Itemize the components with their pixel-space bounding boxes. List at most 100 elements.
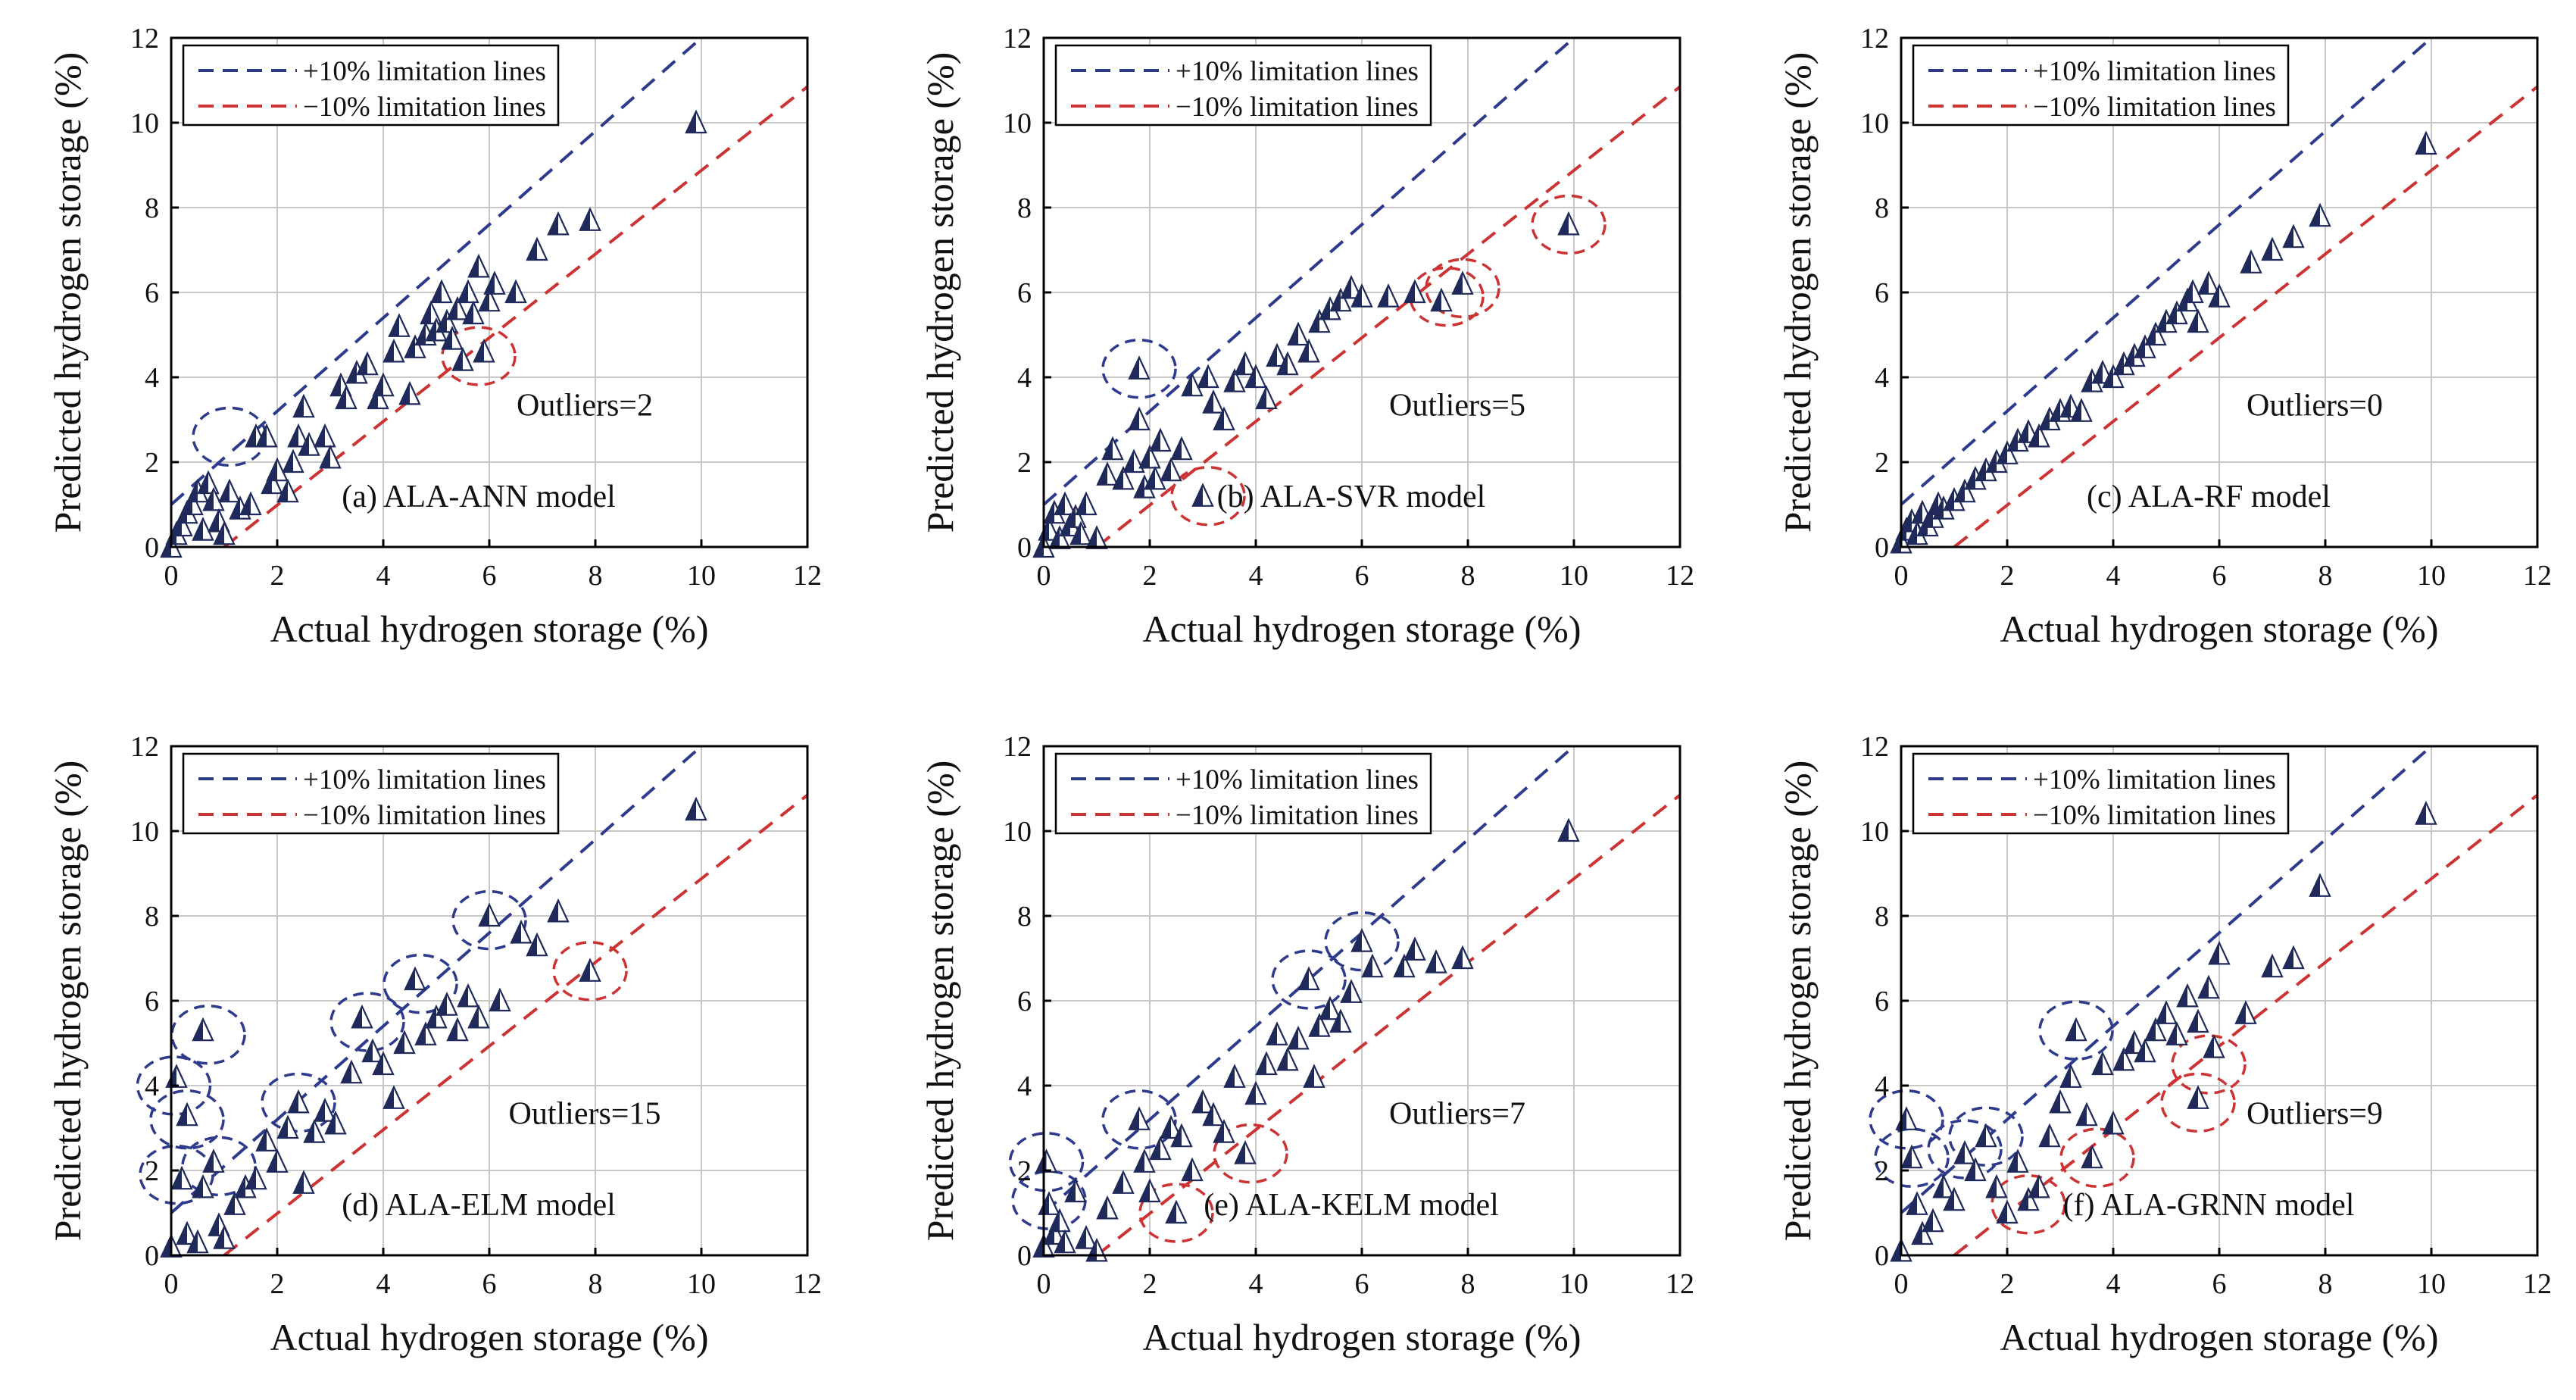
data-point (192, 1173, 214, 1198)
data-point-fill (1135, 476, 1144, 498)
data-point-fill (448, 1019, 457, 1041)
outlier-circle (181, 1136, 257, 1197)
x-tick-label: 8 (589, 560, 603, 592)
data-point-fill (2077, 1104, 2087, 1126)
data-point (282, 448, 304, 473)
data-point-fill (257, 1129, 267, 1151)
data-point-fill (1352, 930, 1362, 952)
data-point-fill (1050, 527, 1060, 548)
data-point (1096, 1195, 1119, 1220)
data-point-fill (1432, 289, 1441, 311)
data-point (1181, 372, 1204, 397)
x-tick-label: 4 (1249, 1268, 1263, 1300)
data-point-fill (1124, 451, 1134, 472)
y-tick-label: 2 (1875, 1155, 1889, 1187)
data-point-fill (384, 1086, 394, 1108)
data-point-fill (1145, 467, 1155, 489)
data-point (1128, 355, 1151, 380)
data-point-fill (1405, 281, 1415, 302)
data-point-fill (469, 1006, 479, 1028)
outlier-circle (382, 953, 458, 1014)
data-point (2059, 1064, 2082, 1088)
data-point-fill (1034, 1235, 1044, 1257)
y-tick-label: 2 (1875, 447, 1889, 479)
data-point-fill (2416, 802, 2426, 824)
data-point-fill (421, 302, 431, 323)
data-point (351, 1004, 373, 1029)
data-point (393, 1030, 416, 1055)
data-point-fill (2061, 395, 2071, 417)
outlier-circle (1874, 1127, 1950, 1188)
lower-limit-line (1953, 85, 2537, 547)
data-point (1308, 1013, 1331, 1037)
data-point (1953, 1140, 1976, 1164)
outlier-circle (2038, 1000, 2114, 1061)
data-point (1900, 1144, 1923, 1169)
data-point-fill (1902, 1146, 1912, 1168)
data-point (2197, 270, 2220, 295)
data-point (218, 478, 241, 503)
data-point (457, 983, 479, 1008)
data-point-fill (2310, 874, 2320, 896)
data-point-fill (1299, 340, 1309, 362)
data-point (239, 491, 262, 516)
outlier-circle (1324, 911, 1400, 972)
y-tick-label: 12 (1003, 23, 1032, 55)
data-point (1085, 525, 1108, 549)
outlier-circle (139, 1144, 214, 1205)
x-tick-label: 10 (1560, 1268, 1588, 1300)
data-point-fill (432, 281, 442, 302)
data-point (202, 1148, 225, 1173)
data-point (2091, 1051, 2114, 1076)
data-point-fill (1103, 438, 1113, 460)
outlier-circle (1101, 1089, 1177, 1150)
data-point (1128, 1106, 1151, 1130)
outliers-annotation: Outliers=15 (509, 1096, 661, 1131)
upper-limit-line (171, 746, 703, 1214)
data-point (1149, 1136, 1172, 1161)
data-point (462, 300, 485, 325)
data-point-fill (1394, 955, 1404, 977)
data-point-fill (1559, 213, 1569, 235)
y-tick-label: 12 (1860, 731, 1889, 763)
y-tick-label: 4 (1017, 362, 1032, 394)
outlier-circle (1531, 194, 1606, 255)
data-point-fill (1204, 391, 1213, 413)
data-point (2415, 801, 2437, 825)
data-point (2309, 202, 2331, 227)
data-point (2123, 1030, 2146, 1055)
data-point (2309, 873, 2331, 897)
x-tick-label: 0 (164, 560, 179, 592)
data-point (181, 491, 204, 516)
y-tick-label: 6 (1875, 277, 1889, 309)
x-tick-label: 2 (2000, 1268, 2015, 1300)
data-point-fill (1225, 370, 1235, 392)
data-point (1996, 1199, 2019, 1224)
data-point (1048, 525, 1071, 549)
data-point-fill (474, 340, 484, 362)
data-point (213, 520, 236, 545)
legend-lower-label: −10% limitation lines (303, 92, 546, 123)
y-tick-label: 10 (130, 816, 159, 848)
data-point (1430, 287, 1453, 312)
outlier-circle (1869, 1089, 1944, 1150)
legend-box (1054, 44, 1432, 127)
data-point (1287, 321, 1310, 346)
data-point (1191, 483, 1214, 507)
x-tick-label: 2 (270, 560, 285, 592)
outlier-circle (1138, 1183, 1214, 1243)
data-point-fill (2093, 361, 2103, 383)
data-point-fill (2050, 1091, 2060, 1113)
data-point (1191, 1089, 1214, 1114)
data-point (2049, 1089, 2072, 1114)
data-point-fill (1559, 820, 1569, 841)
data-point-fill (2114, 353, 2124, 375)
data-point (1297, 966, 1320, 991)
data-point (2134, 1038, 2156, 1063)
x-tick-label: 0 (1037, 560, 1051, 592)
data-point-fill (1135, 1150, 1144, 1172)
outlier-circle (261, 1072, 336, 1133)
data-point-fill (1955, 1142, 1965, 1164)
data-point (1133, 1148, 1156, 1173)
data-point-fill (1278, 353, 1288, 375)
